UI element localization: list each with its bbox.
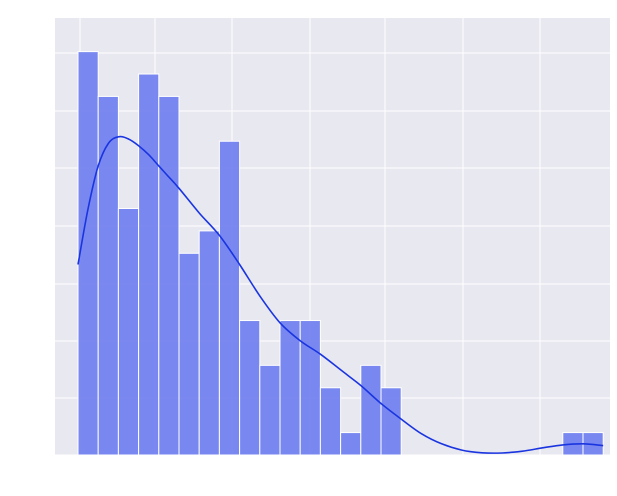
histogram-bar-8 (239, 320, 261, 456)
histogram-bar-5 (178, 252, 200, 456)
bars (77, 51, 604, 456)
histogram-bar-15 (380, 387, 402, 456)
histogram-bar-2 (117, 207, 140, 456)
histogram-bar-10 (279, 320, 301, 456)
histogram-bar-3 (138, 73, 160, 456)
histogram-bar-7 (218, 140, 241, 456)
histogram-bar-9 (259, 364, 281, 456)
histogram-bar-0 (77, 51, 99, 456)
histogram-bar-13 (340, 432, 362, 456)
kde-line (77, 135, 604, 454)
histogram-bar-1 (97, 95, 119, 456)
histogram-bar-12 (319, 387, 342, 456)
histogram-bar-11 (299, 320, 321, 456)
histogram-bar-14 (360, 364, 382, 456)
histogram-bar-4 (158, 95, 180, 456)
histogram-bar-6 (198, 230, 220, 456)
